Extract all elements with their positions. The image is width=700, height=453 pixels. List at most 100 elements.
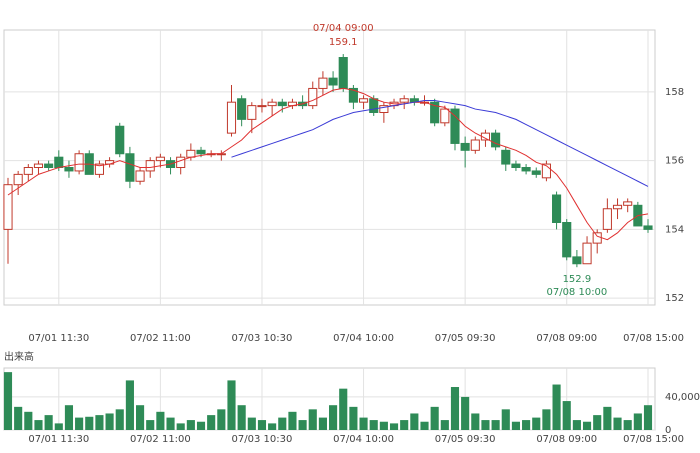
candle-body [501,149,511,165]
volume-bar [95,415,104,430]
x-tick-label: 07/08 15:00 [623,434,684,445]
candle-body [318,77,328,89]
volume-bar [207,415,216,430]
volume-bar [308,409,317,430]
volume-bar [85,416,94,430]
volume-bar [542,409,551,430]
volume-bar [440,420,449,430]
volume-bar [522,420,531,430]
volume-bar [176,423,185,430]
y-tick-label: 156 [665,156,684,167]
low-time: 07/08 10:00 [546,287,607,298]
volume-bar [339,388,348,430]
volume-bar [166,417,175,430]
volume-bar [532,417,541,430]
x-tick-label: 07/02 11:00 [130,434,191,445]
candle-body [308,87,318,107]
volume-bar [410,413,419,430]
y-tick-label: 158 [665,87,684,98]
volume-bar [552,384,561,430]
volume-bar [369,420,378,430]
volume-bar [461,396,470,430]
candle-body [572,256,582,265]
volume-bar [389,423,399,430]
volume-bar [298,420,307,430]
volume-bar [582,421,592,430]
volume-bar [603,406,612,430]
candle-body [176,156,186,168]
volume-bar [643,405,653,430]
candle-body [348,87,358,103]
price-frame [3,29,656,306]
volume-bar [136,405,145,430]
volume-bar [75,417,84,430]
volume-bar [227,380,236,430]
candle-body [267,101,277,107]
candle-body [74,153,84,172]
volume-bar [278,417,287,430]
volume-bar [24,411,33,430]
x-tick-label: 07/03 10:30 [232,434,293,445]
volume-bar [217,409,226,430]
volume-bar [359,417,368,430]
candle-body [562,222,572,258]
volume-tick-label: 40,000 [665,392,700,403]
volume-bar [593,415,602,430]
volume-bar [623,420,632,430]
volume-bar [481,420,490,430]
candle-body [511,163,521,168]
candle-body [226,101,237,134]
candle-body [196,149,206,155]
volume-title: 出来高 [4,350,34,363]
candle-body [643,225,653,230]
candle-body [64,167,74,172]
volume-bar [44,415,53,430]
high-value: 159.1 [329,37,358,48]
volume-tick-label: 0 [665,425,671,436]
candle-body [155,156,165,162]
candle-body [135,170,145,182]
volume-bar [105,413,114,430]
volume-bar [450,387,460,430]
volume-bar [257,420,267,430]
volume-bar [420,421,429,430]
candle-body [491,132,501,148]
candle-body [3,184,13,230]
x-tick-label: 07/01 11:30 [28,333,89,344]
candle-body [369,98,379,113]
candle-body [541,163,551,179]
volume-bar [501,409,510,430]
volume-bar [633,413,642,430]
volume-bar [379,421,388,430]
volume-bar [471,413,480,430]
x-tick-label: 07/05 09:30 [435,434,496,445]
candle-body [44,163,54,168]
volume-bar [54,423,63,430]
candle-body [277,101,287,107]
candle-body [115,125,125,155]
x-tick-label: 07/08 09:00 [536,434,597,445]
candle-body [54,156,64,168]
candle-body [23,167,33,175]
volume-bar [268,423,277,430]
moving-average [231,99,649,187]
volume-bar [247,417,256,430]
y-tick-label: 152 [665,293,684,304]
volume-bar [14,406,23,430]
candle-body [13,173,23,186]
candle-body [237,98,247,120]
candle-body [358,98,369,103]
volume-bar [491,420,500,430]
x-tick-label: 07/08 15:00 [623,333,684,344]
volume-bar [329,405,338,430]
volume-bar [3,372,13,430]
candle-body [531,170,541,175]
x-tick-label: 07/05 09:30 [435,333,496,344]
candle-body [470,139,480,151]
volume-bar [288,411,297,430]
x-tick-label: 07/04 10:00 [333,333,394,344]
x-tick-label: 07/01 11:30 [28,434,89,445]
volume-bar [196,421,206,430]
volume-bar [64,405,74,430]
